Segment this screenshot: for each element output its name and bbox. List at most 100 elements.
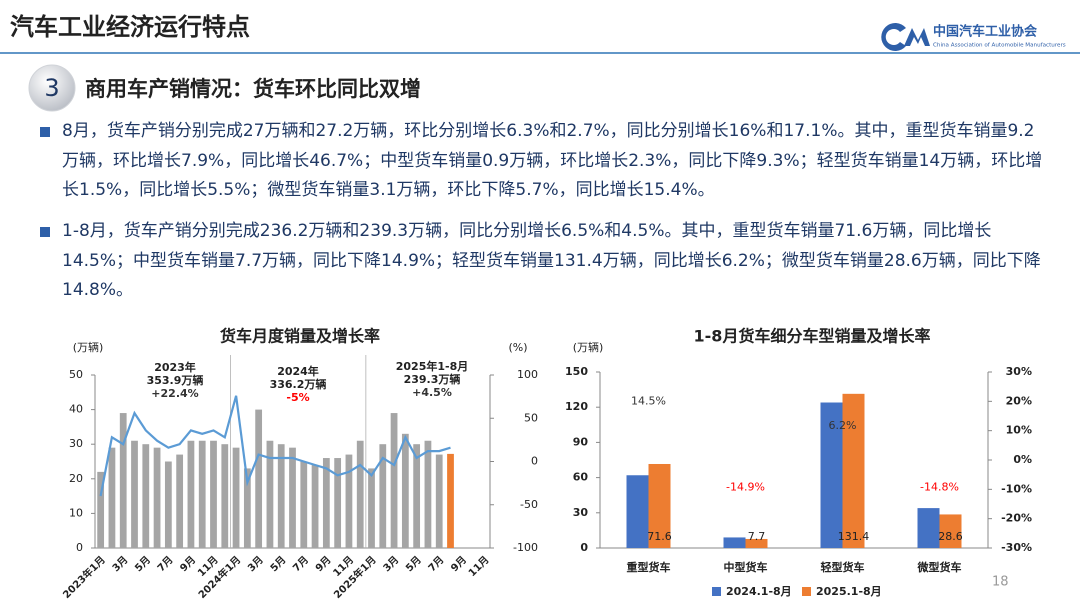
bar	[648, 463, 671, 548]
y-tick-label: 90	[573, 435, 589, 448]
bar	[723, 537, 746, 548]
annotation-growth: -5%	[286, 391, 309, 404]
bar	[345, 454, 353, 548]
legend-label: 2024.1-8月	[726, 585, 792, 598]
y-tick-label: 60	[573, 471, 589, 484]
y2-tick-label: 10%	[1006, 424, 1032, 437]
x-tick-label: 7月	[291, 554, 311, 574]
header-title: 汽车工业经济运行特点	[10, 13, 250, 41]
legend-swatch	[712, 587, 721, 596]
y2-tick-label: 30%	[1006, 365, 1032, 378]
y2-tick-label: -20%	[1001, 512, 1032, 525]
bar	[131, 440, 138, 548]
y-tick-label: 0	[580, 541, 588, 554]
section-badge	[28, 64, 76, 112]
bar	[153, 447, 161, 548]
section-number: 3	[44, 74, 59, 102]
bar	[164, 461, 172, 548]
y-axis-unit: (万辆)	[573, 340, 604, 354]
y2-tick-label: -100	[513, 541, 538, 554]
chart-title: 1-8月货车细分车型销量及增长率	[694, 327, 931, 346]
legend-swatch	[802, 587, 811, 596]
bar	[322, 458, 330, 548]
annotation-year: 2024年	[277, 364, 319, 378]
annotation-year: 2025年1-8月	[396, 359, 469, 373]
chart-title: 货车月度销量及增长率	[220, 327, 380, 346]
x-tick-label: 轻型货车	[821, 560, 865, 574]
y2-tick-label: 100	[517, 368, 538, 381]
x-tick-label: 2023年1月	[60, 553, 108, 601]
x-tick-label: 3月	[245, 554, 265, 574]
x-tick-label: 7月	[426, 554, 446, 574]
y-tick-label: 40	[69, 403, 83, 416]
bar	[390, 413, 398, 548]
page-number: 18	[992, 575, 1009, 590]
y-tick-label: 120	[565, 400, 588, 413]
logo-mark	[881, 22, 906, 52]
section-title: 商用车产销情况：货车环比同比双增	[85, 77, 421, 101]
x-tick-label: 5月	[133, 554, 153, 574]
y-tick-label: 150	[565, 365, 588, 378]
x-tick-label: 3月	[110, 554, 130, 574]
logo-name: 中国汽车工业协会	[933, 24, 1038, 40]
bar	[820, 402, 843, 548]
logo-subtitle: China Association of Automobile Manufact…	[933, 43, 1066, 49]
y-tick-label: 0	[76, 541, 83, 554]
bar	[210, 440, 217, 548]
y-tick-label: 30	[69, 437, 83, 450]
bar-value-label: 131.4	[838, 530, 870, 543]
bar	[413, 444, 421, 548]
x-tick-label: 11月	[466, 554, 491, 579]
bullet-text: 1-8月，货车产销分别完成236.2万辆和239.3万辆，同比分别增长6.5%和…	[62, 221, 1041, 300]
bar	[97, 471, 105, 548]
bar	[447, 453, 454, 548]
bar	[917, 508, 940, 548]
bar	[311, 464, 319, 548]
bar	[289, 447, 296, 548]
bar	[356, 440, 364, 548]
x-tick-label: 5月	[268, 554, 288, 574]
bar	[142, 444, 150, 548]
bar	[187, 440, 195, 548]
x-tick-label: 微型货车	[917, 560, 962, 574]
bar	[424, 440, 432, 548]
x-tick-label: 3月	[381, 554, 401, 574]
bar	[232, 447, 240, 548]
line-series	[99, 395, 451, 497]
bar	[368, 468, 375, 548]
annotation-total: 353.9万辆	[147, 373, 204, 387]
bar	[221, 444, 229, 548]
bar	[379, 444, 387, 548]
growth-label: 6.2%	[829, 419, 857, 432]
bar	[243, 468, 251, 548]
legend-label: 2025.1-8月	[816, 585, 882, 598]
bar-value-label: 7.7	[748, 530, 766, 543]
bar	[119, 413, 127, 548]
y2-tick-label: 0	[531, 455, 538, 468]
logo-mark	[904, 28, 930, 46]
annotation-growth: +22.4%	[151, 387, 198, 400]
y-tick-label: 50	[69, 368, 83, 381]
bar	[626, 475, 649, 548]
bar	[300, 461, 308, 548]
bar	[198, 440, 206, 548]
y2-axis-unit: (%)	[508, 341, 527, 354]
bar	[745, 538, 768, 548]
annotation-total: 336.2万辆	[270, 377, 327, 391]
annotation-year: 2023年	[154, 360, 196, 374]
bar	[334, 458, 342, 548]
growth-label: 14.5%	[631, 394, 666, 407]
bullet-text: 8月，货车产销分别完成27万辆和27.2万辆，环比分别增长6.3%和2.7%，同…	[62, 121, 1043, 200]
y-tick-label: 30	[573, 506, 589, 519]
annotation-growth: +4.5%	[412, 386, 452, 399]
y-axis-unit: (万辆)	[73, 340, 104, 354]
growth-label: -14.8%	[920, 480, 959, 493]
y2-tick-label: 50	[524, 411, 538, 424]
bar	[435, 454, 443, 548]
y-tick-label: 20	[69, 472, 83, 485]
bar	[266, 440, 274, 548]
y2-tick-label: -10%	[1001, 482, 1032, 495]
bar	[255, 409, 263, 548]
y2-tick-label: 20%	[1006, 394, 1032, 407]
